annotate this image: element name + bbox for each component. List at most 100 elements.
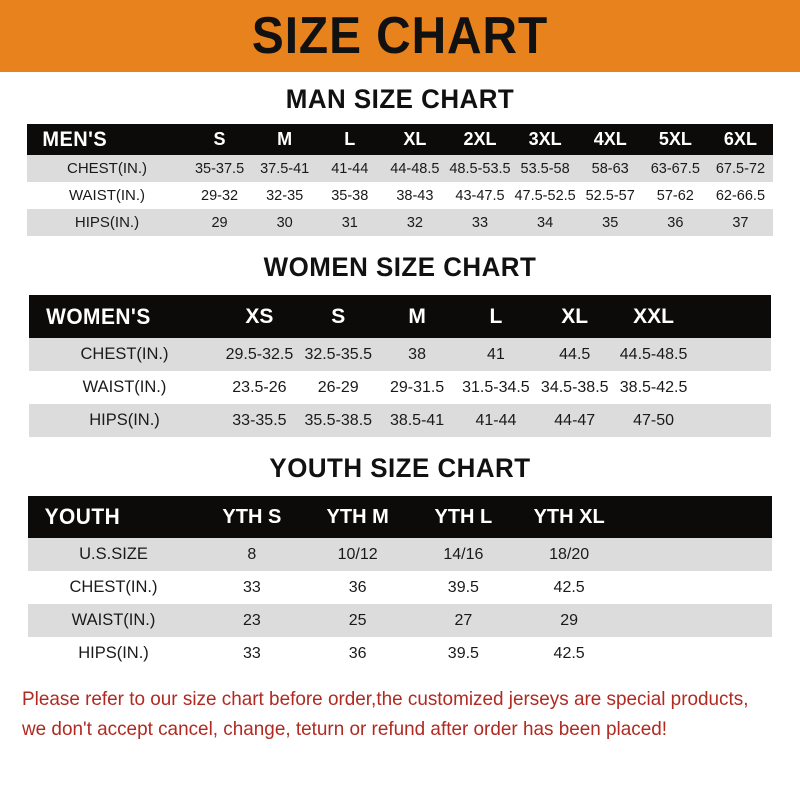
men-cell: 38-43 [396, 187, 434, 204]
men-size-header: 6XL [723, 129, 757, 149]
men-size-table: MEN'S S M L XL 2XL 3XL 4XL 5XL 6XL CHEST… [27, 124, 773, 236]
men-row-label: CHEST(IN.) [67, 160, 147, 177]
youth-cell: 8 [247, 545, 257, 563]
youth-size-header: YTH S [222, 505, 282, 528]
women-cell: 29-31.5 [389, 378, 445, 396]
table-row: HIPS(IN.) 29 30 31 32 33 34 35 36 37 [27, 209, 773, 236]
men-cell: 37.5-41 [260, 160, 310, 177]
women-cell: 44-47 [554, 411, 596, 429]
youth-size-table-container: YOUTH YTH S YTH M YTH L YTH XL U.S.SIZE … [28, 496, 772, 670]
men-cell: 35 [602, 214, 619, 231]
order-policy-note: Please refer to our size chart before or… [22, 684, 755, 744]
youth-cell: 18/20 [549, 545, 590, 563]
men-size-header: XL [403, 129, 427, 149]
table-row: HIPS(IN.) 33-35.5 35.5-38.5 38.5-41 41-4… [29, 404, 771, 437]
table-row: WAIST(IN.) 29-32 32-35 35-38 38-43 43-47… [27, 182, 773, 209]
youth-row-label: WAIST(IN.) [71, 611, 156, 629]
youth-cell: 42.5 [553, 644, 585, 662]
men-cell: 32 [406, 214, 423, 231]
women-cell: 38 [408, 345, 426, 363]
youth-cell: 36 [348, 644, 367, 662]
youth-row-label: CHEST(IN.) [69, 578, 158, 596]
youth-cell: 14/16 [443, 545, 484, 563]
women-table-body: CHEST(IN.) 29.5-32.5 32.5-35.5 38 41 44.… [29, 338, 771, 437]
women-section-title: WOMEN SIZE CHART [263, 252, 537, 282]
men-size-header: 5XL [658, 129, 692, 149]
men-cell: 29-32 [201, 187, 239, 204]
men-cell: 30 [276, 214, 293, 231]
youth-header-spacer [622, 496, 772, 538]
men-row-label: WAIST(IN.) [68, 187, 146, 204]
order-policy-note-line-2: we don't accept cancel, change, teturn o… [22, 718, 668, 741]
men-cell: 33 [471, 214, 489, 231]
women-cell: 26-29 [317, 378, 359, 396]
men-section-title: MAN SIZE CHART [285, 84, 515, 114]
men-cell: 31 [341, 214, 358, 231]
men-size-header: 2XL [463, 129, 497, 149]
youth-section-title: YOUTH SIZE CHART [269, 453, 531, 483]
women-cell: 47-50 [633, 411, 675, 429]
youth-cell-spacer [622, 604, 772, 637]
women-size-header: M [408, 304, 426, 328]
women-cell: 38.5-42.5 [619, 378, 688, 396]
youth-cell-spacer [622, 538, 772, 571]
men-cell: 35-38 [331, 187, 369, 204]
table-row: U.S.SIZE 8 10/12 14/16 18/20 [28, 538, 772, 571]
table-header-row: YOUTH YTH S YTH M YTH L YTH XL [28, 496, 772, 538]
men-corner-label: MEN'S [42, 127, 108, 151]
youth-size-header: YTH M [326, 505, 389, 528]
youth-cell: 25 [348, 611, 367, 629]
men-row-label: HIPS(IN.) [74, 214, 140, 231]
men-cell: 37 [732, 214, 749, 231]
men-size-header: L [344, 129, 356, 149]
women-size-header: L [489, 304, 503, 328]
women-cell: 29.5-32.5 [225, 345, 294, 363]
women-cell-spacer [693, 371, 771, 404]
youth-cell: 39.5 [447, 644, 479, 662]
women-cell: 44.5-48.5 [619, 345, 688, 363]
women-cell: 44.5 [559, 345, 591, 363]
youth-cell: 29 [560, 611, 579, 629]
table-row: WAIST(IN.) 23 25 27 29 [28, 604, 772, 637]
men-size-table-container: MEN'S S M L XL 2XL 3XL 4XL 5XL 6XL CHEST… [27, 124, 773, 236]
table-row: CHEST(IN.) 33 36 39.5 42.5 [28, 571, 772, 604]
table-row: CHEST(IN.) 29.5-32.5 32.5-35.5 38 41 44.… [29, 338, 771, 371]
men-cell: 43-47.5 [455, 187, 505, 204]
table-row: WAIST(IN.) 23.5-26 26-29 29-31.5 31.5-34… [29, 371, 771, 404]
men-size-header: 3XL [528, 129, 562, 149]
men-table-body: CHEST(IN.) 35-37.5 37.5-41 41-44 44-48.5… [27, 155, 773, 236]
youth-size-header: YTH L [434, 505, 493, 528]
men-cell: 44-48.5 [390, 160, 440, 177]
women-cell: 31.5-34.5 [462, 378, 530, 396]
youth-cell: 33 [242, 578, 261, 596]
youth-cell: 10/12 [337, 545, 378, 563]
youth-cell: 27 [454, 611, 473, 629]
youth-row-label: HIPS(IN.) [78, 644, 149, 662]
women-header-spacer [693, 295, 771, 338]
women-cell: 35.5-38.5 [304, 411, 373, 429]
women-cell: 32.5-35.5 [304, 345, 373, 363]
women-table-header: WOMEN'S XS S M L XL XXL [29, 295, 771, 338]
women-size-header: XXL [633, 304, 674, 328]
youth-cell: 42.5 [553, 578, 585, 596]
women-corner-label: WOMEN'S [46, 303, 151, 329]
youth-cell: 33 [242, 644, 261, 662]
youth-table-body: U.S.SIZE 8 10/12 14/16 18/20 CHEST(IN.) … [28, 538, 772, 670]
table-header-row: WOMEN'S XS S M L XL XXL [29, 295, 771, 338]
youth-cell: 23 [242, 611, 261, 629]
men-cell: 35-37.5 [194, 160, 245, 177]
page-banner: SIZE CHART [0, 0, 800, 72]
men-cell: 36 [667, 214, 684, 231]
table-row: HIPS(IN.) 33 36 39.5 42.5 [28, 637, 772, 670]
order-policy-note-line-1: Please refer to our size chart before or… [22, 688, 749, 710]
women-cell: 33-35.5 [232, 411, 287, 429]
men-table-header: MEN'S S M L XL 2XL 3XL 4XL 5XL 6XL [27, 124, 773, 155]
women-cell: 34.5-38.5 [540, 378, 609, 396]
youth-row-label: U.S.SIZE [79, 545, 148, 563]
youth-cell: 36 [348, 578, 367, 596]
men-size-header: 4XL [593, 129, 627, 149]
men-cell: 41-44 [331, 160, 369, 177]
youth-size-table: YOUTH YTH S YTH M YTH L YTH XL U.S.SIZE … [28, 496, 772, 670]
women-size-table-container: WOMEN'S XS S M L XL XXL CHEST(IN.) 29.5-… [29, 295, 771, 437]
